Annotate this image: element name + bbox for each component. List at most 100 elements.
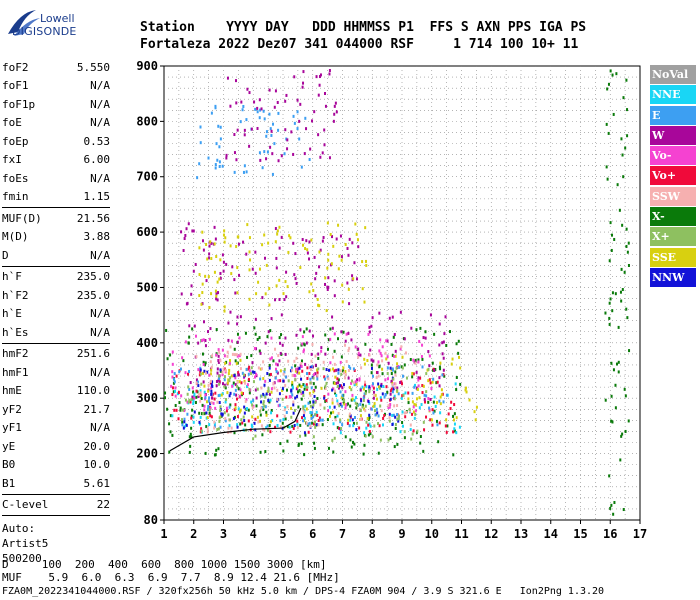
y-tick-label: 500 [136,280,158,294]
legend-item-w: W [650,125,696,145]
echo-point [211,396,214,400]
echo-point [443,374,446,378]
echo-point [254,107,257,111]
echo-point [347,376,350,380]
echo-point [380,354,383,358]
echo-point [264,395,267,399]
param-label: M(D) [2,230,29,244]
echo-point [338,404,341,408]
echo-point [619,290,622,294]
echo-point [269,127,272,131]
echo-point [222,260,225,264]
echo-point [376,387,379,391]
echo-point [383,414,386,418]
echo-point [408,407,411,411]
echo-point [350,338,353,342]
echo-point [344,370,347,374]
echo-point [428,354,431,358]
echo-point [248,268,251,272]
echo-point [198,246,201,250]
echo-point [302,419,305,423]
echo-point [267,398,270,402]
echo-point [278,246,281,250]
echo-point [214,406,217,410]
echo-point [414,358,417,362]
echo-point [368,422,371,426]
echo-point [427,400,430,404]
echo-point [313,420,316,424]
echo-point [197,384,200,388]
echo-point [304,433,307,437]
echo-point [201,230,204,234]
echo-point [229,359,232,363]
echo-point [614,383,617,387]
echo-point [300,377,303,381]
echo-point [193,410,196,414]
echo-point [203,404,206,408]
echo-point [229,391,232,395]
echo-point [414,403,417,407]
echo-point [199,391,202,395]
echo-point [364,342,367,346]
echo-point [206,430,209,434]
x-tick-label: 10 [425,527,439,541]
echo-point [273,381,276,385]
echo-point [312,376,315,380]
echo-point [248,236,251,240]
echo-point [312,334,315,338]
echo-point [365,420,368,424]
echo-point [610,394,613,398]
echo-point [339,418,342,422]
echo-point [327,377,330,381]
echo-point [384,392,387,396]
echo-point [605,165,608,169]
echo-point [197,368,200,372]
echo-point [300,364,303,368]
echo-point [259,351,262,355]
echo-point [256,126,259,130]
echo-point [187,222,190,226]
echo-point [245,118,248,122]
echo-point [201,412,204,416]
echo-point [230,272,233,276]
echo-point [201,338,204,342]
echo-point [608,474,611,478]
param-row: D N/A [2,246,110,265]
echo-point [233,151,236,155]
echo-point [195,381,198,385]
echo-point [331,398,334,402]
echo-point [423,393,426,397]
echo-point [369,432,372,436]
echo-point [279,379,282,383]
echo-point [314,372,317,376]
echo-point [343,398,346,402]
echo-point [455,388,458,392]
echo-point [432,411,435,415]
echo-point [227,426,230,430]
echo-point [354,380,357,384]
echo-point [303,330,306,334]
echo-point [441,341,444,345]
echo-point [206,407,209,411]
echo-point [259,409,262,413]
echo-point [280,333,283,337]
param-label: D [2,248,9,262]
echo-point [380,409,383,413]
x-tick-label: 2 [190,527,197,541]
echo-point [197,341,200,345]
echo-point [235,393,238,397]
echo-point [310,282,313,286]
echo-point [191,327,194,331]
echo-point [390,380,393,384]
echo-point [211,384,214,388]
echo-point [408,409,411,413]
echo-point [204,339,207,343]
echo-point [286,285,289,289]
echo-point [200,302,203,306]
param-label: MUF(D) [2,211,42,225]
echo-point [340,404,343,408]
echo-point [279,351,282,355]
echo-point [242,415,245,419]
echo-point [274,298,277,302]
echo-point [410,326,413,330]
